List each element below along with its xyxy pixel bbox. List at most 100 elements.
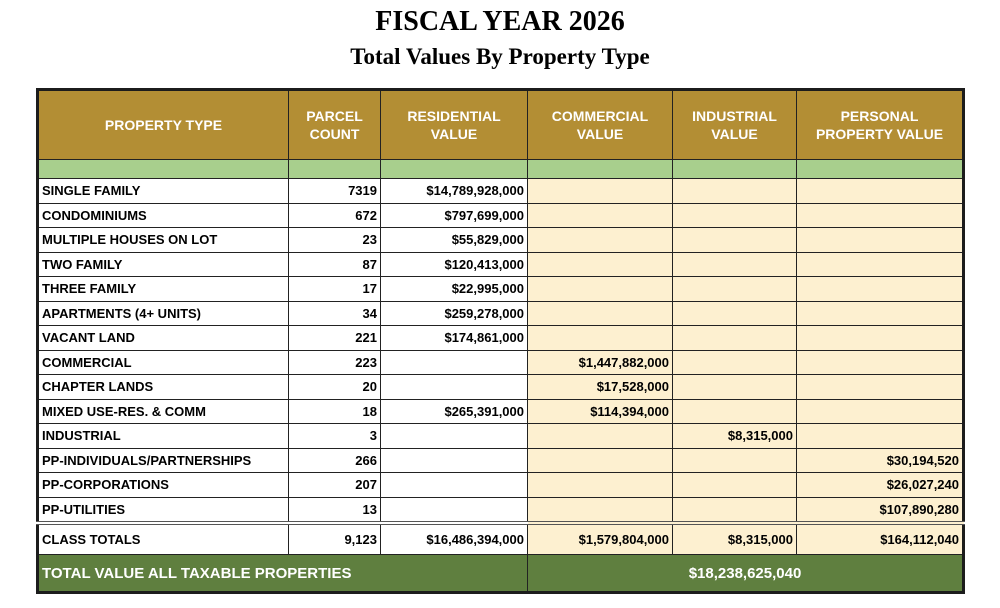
title: FISCAL YEAR 2026 [375, 6, 625, 37]
data-row: CONDOMINIUMS 672 $797,699,000 [37, 202, 964, 228]
cell: 221 [288, 325, 381, 351]
separator-cell [37, 159, 289, 179]
cell: 13 [288, 496, 381, 524]
cell [672, 202, 797, 228]
cell: COMMERCIAL [37, 349, 289, 375]
grand-total-value: $18,238,625,040 [527, 554, 964, 593]
cell: PP-UTILITIES [37, 496, 289, 524]
data-row: VACANT LAND 221 $174,861,000 [37, 325, 964, 351]
cell: $174,861,000 [380, 325, 528, 351]
cell [672, 472, 797, 498]
cell: VACANT LAND [37, 325, 289, 351]
cell [527, 276, 673, 302]
data-row: MULTIPLE HOUSES ON LOT 23 $55,829,000 [37, 227, 964, 253]
total-cell: $164,112,040 [796, 521, 964, 555]
cell [796, 423, 964, 449]
cell [672, 276, 797, 302]
cell: 223 [288, 349, 381, 375]
cell: PP-CORPORATIONS [37, 472, 289, 498]
cell: $797,699,000 [380, 202, 528, 228]
cell [527, 178, 673, 204]
cell: SINGLE FAMILY [37, 178, 289, 204]
column-header: PARCEL COUNT [288, 89, 381, 160]
cell [796, 251, 964, 277]
cell: $265,391,000 [380, 398, 528, 424]
column-header: PERSONAL PROPERTY VALUE [796, 89, 964, 160]
header-row: PROPERTY TYPE PARCEL COUNT RESIDENTIAL VAL… [37, 89, 964, 160]
cell: 23 [288, 227, 381, 253]
data-row: THREE FAMILY 17 $22,995,000 [37, 276, 964, 302]
cell [380, 374, 528, 400]
property-table: PROPERTY TYPE PARCEL COUNT RESIDENTIAL VAL… [36, 88, 965, 594]
cell [527, 447, 673, 473]
data-row: APARTMENTS (4+ UNITS) 34 $259,278,000 [37, 300, 964, 326]
totals-row: CLASS TOTALS 9,123 $16,486,394,000 $1,579,8… [37, 521, 964, 555]
cell: 3 [288, 423, 381, 449]
data-row: COMMERCIAL 223 $1,447,882,000 [37, 349, 964, 375]
cell [672, 374, 797, 400]
cell: $259,278,000 [380, 300, 528, 326]
data-row: PP-INDIVIDUALS/PARTNERSHIPS 266 $30,194,52… [37, 447, 964, 473]
total-cell: 9,123 [288, 521, 381, 555]
cell: PP-INDIVIDUALS/PARTNERSHIPS [37, 447, 289, 473]
cell: $107,890,280 [796, 496, 964, 524]
cell: 87 [288, 251, 381, 277]
cell [796, 300, 964, 326]
cell [527, 202, 673, 228]
total-cell: CLASS TOTALS [37, 521, 289, 555]
data-row: PP-UTILITIES 13 $107,890,280 [37, 496, 964, 524]
cell: CHAPTER LANDS [37, 374, 289, 400]
grand-total-label: TOTAL VALUE ALL TAXABLE PROPERTIES [37, 554, 528, 593]
column-header: COMMERCIAL VALUE [527, 89, 673, 160]
cell [796, 349, 964, 375]
cell: 17 [288, 276, 381, 302]
cell: $1,447,882,000 [527, 349, 673, 375]
cell [380, 447, 528, 473]
cell: $17,528,000 [527, 374, 673, 400]
data-row: CHAPTER LANDS 20 $17,528,000 [37, 374, 964, 400]
cell [380, 423, 528, 449]
cell: MIXED USE-RES. & COMM [37, 398, 289, 424]
cell [672, 398, 797, 424]
cell: $26,027,240 [796, 472, 964, 498]
data-row: SINGLE FAMILY 7319 $14,789,928,000 [37, 178, 964, 204]
separator-cell [380, 159, 528, 179]
cell [380, 496, 528, 524]
cell: TWO FAMILY [37, 251, 289, 277]
cell: 672 [288, 202, 381, 228]
cell [527, 423, 673, 449]
cell: 20 [288, 374, 381, 400]
column-header: RESIDENTIAL VALUE [380, 89, 528, 160]
cell: 207 [288, 472, 381, 498]
cell [672, 300, 797, 326]
data-row: TWO FAMILY 87 $120,413,000 [37, 251, 964, 277]
column-header: INDUSTRIAL VALUE [672, 89, 797, 160]
cell [672, 325, 797, 351]
cell [672, 178, 797, 204]
total-cell: $8,315,000 [672, 521, 797, 555]
separator-cell [796, 159, 964, 179]
cell [796, 276, 964, 302]
cell: $55,829,000 [380, 227, 528, 253]
cell [796, 325, 964, 351]
subtitle: Total Values By Property Type [350, 44, 650, 69]
cell [380, 349, 528, 375]
cell [796, 227, 964, 253]
cell: APARTMENTS (4+ UNITS) [37, 300, 289, 326]
cell [527, 300, 673, 326]
cell [672, 349, 797, 375]
cell: 266 [288, 447, 381, 473]
cell: $120,413,000 [380, 251, 528, 277]
data-row: MIXED USE-RES. & COMM 18 $265,391,000 $114,… [37, 398, 964, 424]
cell [527, 227, 673, 253]
separator-cell [527, 159, 673, 179]
cell: INDUSTRIAL [37, 423, 289, 449]
grand-total-row: TOTAL VALUE ALL TAXABLE PROPERTIES $18,23… [37, 554, 964, 593]
separator-row [37, 159, 964, 179]
cell: $114,394,000 [527, 398, 673, 424]
cell: MULTIPLE HOUSES ON LOT [37, 227, 289, 253]
data-row: PP-CORPORATIONS 207 $26,027,240 [37, 472, 964, 498]
cell [527, 496, 673, 524]
separator-cell [672, 159, 797, 179]
